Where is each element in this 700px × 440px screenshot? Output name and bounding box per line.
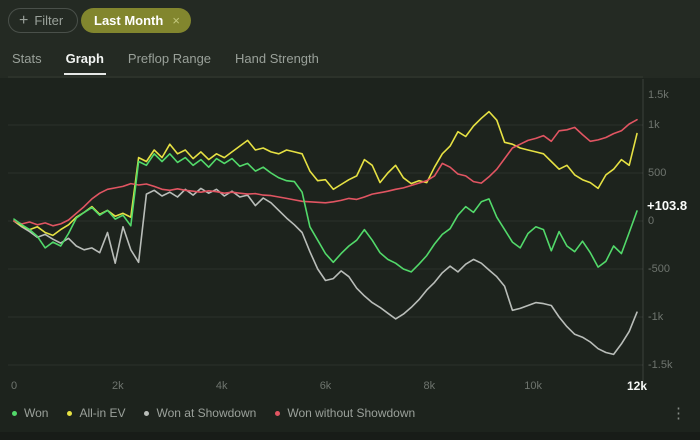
tab-hand-strength[interactable]: Hand Strength (235, 51, 319, 66)
won-without-showdown-series-dot-icon (275, 410, 281, 416)
legend-item-won[interactable]: Won (12, 406, 48, 420)
x-tick-label: 10k (524, 380, 543, 392)
more-options-icon[interactable]: ⋮ (671, 405, 686, 422)
filter-chip-last-month[interactable]: Last Month × (81, 8, 191, 33)
y-tick-label: -1.5k (648, 359, 673, 371)
y-tick-label: 1.5k (648, 89, 669, 101)
current-value-label: +103.8 (647, 198, 688, 213)
legend-item-all-in-ev[interactable]: All-in EV (67, 406, 125, 420)
x-tick-label: 0 (10, 380, 18, 392)
y-tick-label: 500 (648, 167, 667, 179)
x-tick-label: 8k (423, 380, 436, 392)
filter-button[interactable]: + Filter (8, 8, 79, 33)
y-tick-label: 1k (648, 119, 660, 131)
legend-item-won-at-showdown[interactable]: Won at Showdown (144, 406, 256, 420)
filter-chip-label: Last Month (94, 13, 164, 28)
y-tick-label: -1k (648, 311, 664, 323)
close-icon[interactable]: × (172, 13, 180, 28)
y-tick-label: 0 (648, 215, 655, 227)
chart-legend: Won All-in EV Won at Showdown Won withou… (12, 406, 415, 420)
x-tick-label: 12k (626, 379, 648, 393)
y-tick-label: -500 (648, 263, 671, 275)
x-tick-label: 6k (319, 380, 332, 392)
all-in-ev-series-dot-icon (67, 410, 73, 416)
tab-graph[interactable]: Graph (63, 51, 106, 75)
chart-panel (0, 78, 700, 432)
won-at-showdown-series-dot-icon (144, 410, 150, 416)
plus-icon: + (19, 11, 29, 29)
x-tick-label: 2k (112, 380, 124, 392)
won-series-dot-icon (12, 410, 17, 416)
tab-preflop-range[interactable]: Preflop Range (127, 51, 212, 66)
filter-button-label: Filter (34, 13, 64, 28)
bottom-strip (0, 432, 700, 440)
tab-stats[interactable]: Stats (12, 51, 42, 66)
tab-bar: Stats Graph Preflop Range Hand Strength (10, 51, 321, 75)
x-tick-label: 4k (215, 380, 228, 392)
legend-item-won-without-showdown[interactable]: Won without Showdown (275, 406, 415, 420)
